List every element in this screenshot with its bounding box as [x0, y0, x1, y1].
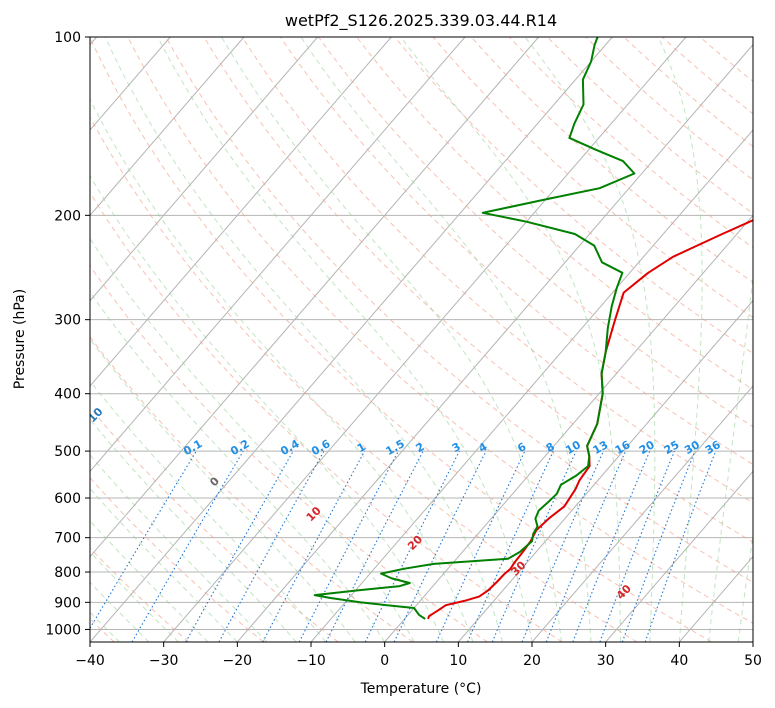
x-tick-label: 30 [597, 653, 615, 669]
dry-adiabat [90, 37, 712, 642]
moist-adiabat [90, 291, 386, 642]
moist-adiabat [157, 37, 533, 642]
mixing-ratio-line [218, 450, 325, 642]
x-tick-label: 0 [380, 653, 389, 669]
y-tick-label: 400 [54, 387, 81, 403]
mixing-ratio-line [521, 450, 604, 642]
x-tick-label: −30 [149, 653, 179, 669]
dry-adiabat [90, 406, 339, 642]
isotherm-lines [90, 37, 753, 642]
mixing-ratio-line [599, 450, 675, 642]
moist-adiabat [90, 174, 445, 642]
moist-adiabat [300, 37, 592, 642]
y-tick-label: 500 [54, 444, 81, 460]
dry-adiabat [432, 37, 753, 319]
isotherm-line [90, 37, 319, 302]
dry-adiabat [90, 264, 488, 642]
dry-adiabat [470, 37, 753, 283]
moist-adiabat [524, 37, 656, 642]
mixing-ratio-line [621, 450, 696, 642]
moist-adiabat [90, 418, 297, 642]
moist-adiabat [90, 98, 474, 642]
mixing-ratio-line [262, 450, 366, 642]
mixing-ratio-line [466, 450, 554, 642]
mixing-ratio-line [644, 450, 717, 642]
moist-adiabat [90, 338, 356, 642]
plot-area: 0.1 0.2 0.4 0.6 1 1.5 2 3 4 6 8 10 13 16 20 25 30 36 -100… [90, 37, 753, 642]
isotherm-line [90, 37, 466, 473]
mixing-ratio-line [364, 450, 460, 642]
sounding-series [313, 37, 753, 620]
y-tick-label: 1000 [45, 622, 81, 638]
x-tick-label: 10 [449, 653, 467, 669]
dry-adiabat [356, 37, 753, 391]
x-tick-label: −10 [296, 653, 326, 669]
y-axis-label: Pressure (hPa) [12, 289, 28, 389]
mixing-ratio-line [572, 450, 651, 642]
isotherm-line [90, 37, 613, 642]
y-tick-label: 700 [54, 531, 81, 547]
x-axis-ticks: −40 −30 −20 −10 0 10 20 30 40 50 [75, 642, 762, 669]
x-tick-label: −20 [223, 653, 253, 669]
y-tick-label: 100 [54, 30, 81, 46]
dry-adiabat [90, 116, 638, 642]
isotherm-line [90, 37, 245, 217]
isobar-lines [90, 37, 753, 630]
dry-adiabat [241, 37, 753, 504]
dry-adiabat [127, 37, 753, 624]
x-tick-label: 20 [523, 653, 541, 669]
x-tick-label: 50 [744, 653, 762, 669]
y-tick-label: 900 [54, 595, 81, 611]
dry-adiabat [90, 476, 264, 642]
isotherm-line [163, 37, 687, 642]
y-tick-label: 800 [54, 565, 81, 581]
moist-adiabat [400, 37, 621, 642]
y-tick-label: 200 [54, 208, 81, 224]
x-tick-label: −40 [75, 653, 105, 669]
moist-adiabat [657, 37, 703, 642]
y-tick-label: 300 [54, 313, 81, 329]
dry-adiabat [90, 191, 563, 642]
x-tick-label: 40 [670, 653, 688, 669]
moist-adiabat [90, 454, 268, 642]
isotherm-line [384, 214, 753, 642]
mixing-ratio-line [185, 450, 294, 642]
dewpoint-line [313, 37, 636, 620]
dry-adiabat [90, 336, 414, 642]
y-tick-label: 600 [54, 491, 81, 507]
isotherm-line [605, 470, 753, 642]
isotherm-line [531, 385, 753, 642]
moist-adiabat [90, 487, 238, 642]
isotherm-line [457, 299, 753, 642]
isotherm-line [90, 37, 540, 558]
isotherm-line [90, 37, 392, 387]
plot-frame [89, 36, 754, 643]
dry-adiabat [279, 37, 753, 466]
isotherm-line [236, 43, 753, 642]
moist-adiabat [90, 237, 415, 642]
x-axis-label: Temperature (°C) [360, 681, 482, 697]
mixing-ratio-line [545, 450, 627, 642]
y-axis-ticks: 100 200 300 400 500 600 700 800 900 1000 [45, 30, 90, 638]
chart-title: wetPf2_S126.2025.339.03.44.R14 [285, 11, 557, 31]
moist-adiabat [221, 37, 562, 642]
moist-adiabat [90, 380, 327, 642]
dry-adiabat-lines [90, 37, 753, 642]
mixing-ratio-line [325, 450, 424, 642]
